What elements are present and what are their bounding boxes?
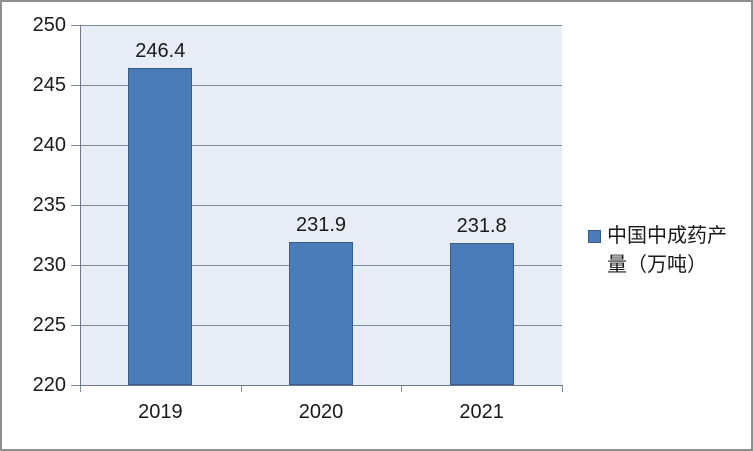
data-label-2020: 231.9 bbox=[295, 214, 347, 237]
gridline-235 bbox=[80, 205, 562, 206]
gridline-250 bbox=[80, 25, 562, 26]
data-label-2019: 246.4 bbox=[135, 40, 186, 63]
data-label-2021: 231.8 bbox=[456, 215, 507, 238]
y-axis-tick bbox=[71, 25, 80, 26]
y-axis-label-240: 240 bbox=[32, 134, 66, 156]
y-axis-line bbox=[80, 25, 81, 386]
x-axis-label-2020: 2020 bbox=[298, 401, 344, 423]
x-axis-tick bbox=[401, 386, 403, 392]
y-axis-label-245: 245 bbox=[32, 74, 66, 96]
gridline-240 bbox=[80, 145, 562, 146]
x-axis-line bbox=[80, 385, 563, 386]
legend-label-line1: 中国中成药产 bbox=[607, 225, 727, 247]
legend-marker bbox=[588, 230, 601, 243]
y-axis-label-235: 235 bbox=[32, 194, 66, 216]
y-axis-label-230: 230 bbox=[32, 254, 66, 276]
legend-label-line2: 量（万吨） bbox=[607, 254, 707, 276]
x-axis-tick bbox=[240, 386, 242, 392]
bar-2019 bbox=[128, 68, 193, 385]
y-axis-label-250: 250 bbox=[32, 14, 66, 36]
y-axis-tick bbox=[71, 325, 80, 326]
x-axis-tick bbox=[80, 386, 81, 392]
y-axis-tick bbox=[71, 265, 80, 266]
y-axis-label-220: 220 bbox=[32, 374, 66, 396]
legend-label: 中国中成药产 量（万吨） bbox=[607, 222, 727, 280]
bar-2020 bbox=[289, 242, 353, 385]
x-axis-tick bbox=[562, 386, 563, 392]
y-axis-tick bbox=[71, 145, 80, 146]
y-axis-tick bbox=[71, 385, 80, 386]
x-axis-label-2019: 2019 bbox=[138, 401, 183, 423]
bar-2021 bbox=[449, 243, 514, 385]
y-axis-tick bbox=[71, 205, 80, 206]
y-axis-label-225: 225 bbox=[32, 314, 66, 336]
legend: 中国中成药产 量（万吨） bbox=[588, 222, 727, 280]
y-axis-tick bbox=[71, 85, 80, 86]
gridline-245 bbox=[80, 85, 562, 86]
x-axis-label-2021: 2021 bbox=[459, 401, 504, 423]
